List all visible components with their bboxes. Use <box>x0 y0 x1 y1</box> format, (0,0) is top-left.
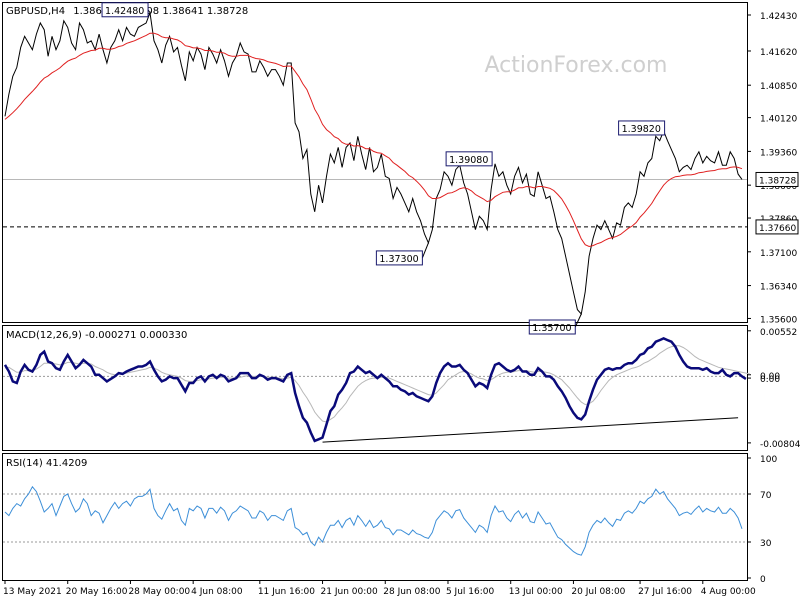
rsi-panel: RSI(14) 41.4209 100 70 30 0 <box>2 453 777 585</box>
annotation-box <box>618 120 666 136</box>
rsi-axis-tick-label: 30 <box>760 539 772 549</box>
support-level-tag-label: 1.37660 <box>759 224 796 234</box>
price-series-line <box>4 10 743 316</box>
watermark: ActionForex.com <box>485 53 668 78</box>
rsi-level-lines <box>3 493 747 543</box>
rsi-axis-tick-label: 100 <box>760 455 777 465</box>
ohlc-label: 1.38648 1.38808 1.38641 1.38728 <box>73 6 248 17</box>
price-axis-tick-label: 1.39360 <box>760 148 797 158</box>
price-axis-tick-label: 1.37100 <box>760 249 797 259</box>
annotation-box <box>445 151 493 167</box>
time-axis-tick-label: 20 May 16:00 <box>66 587 128 597</box>
price-axis-tick-label: 1.41620 <box>760 48 797 58</box>
macd-axis-tick-label: -0.00804 <box>760 440 800 450</box>
moving-average-line <box>4 32 743 248</box>
time-axis-tick-label: 11 Jun 16:00 <box>258 587 315 597</box>
macd-axis-tick-label: 0.00 <box>760 375 780 385</box>
price-panel-frame <box>2 2 748 323</box>
macd-header: MACD(12,26,9) -0.000271 0.000330 <box>6 330 187 341</box>
price-axis-tick-label: 1.40850 <box>760 82 797 92</box>
price-panel: ActionForex.com GBPUSD,H4 1.38648 1.3880… <box>2 2 799 335</box>
time-axis-tick-label: 13 Jul 00:00 <box>509 587 563 597</box>
time-axis-tick-label: 28 May 00:00 <box>128 587 190 597</box>
rsi-line <box>4 485 743 556</box>
current-price-tag-box <box>755 171 799 187</box>
annotation-label: 1.39820 <box>622 124 661 135</box>
macd-axis-tick-label: 0.00 <box>760 372 780 382</box>
annotation-label: 1.35700 <box>532 323 571 334</box>
price-axis-tags: 1.38728 1.37660 <box>755 171 799 235</box>
rsi-panel-frame <box>2 453 748 581</box>
price-header: GBPUSD,H4 1.38648 1.38808 1.38641 1.3872… <box>6 6 248 17</box>
time-axis-tick-label: 5 Jul 16:00 <box>446 587 495 597</box>
rsi-axis-tick-label: 0 <box>760 575 766 585</box>
time-axis-tick-label: 28 Jun 08:00 <box>383 587 440 597</box>
macd-main-line <box>3 337 747 443</box>
annotation-box <box>528 319 576 335</box>
symbol-label: GBPUSD,H4 <box>6 6 65 17</box>
macd-axis-tick-label: 0.00552 <box>760 328 797 338</box>
time-axis-tick-label: 4 Aug 00:00 <box>701 587 756 597</box>
support-level-tag-box <box>755 219 799 235</box>
current-price-tag-label: 1.38728 <box>759 176 796 186</box>
rsi-header: RSI(14) 41.4209 <box>6 458 87 469</box>
time-axis-tick-label: 13 May 2021 <box>3 587 62 597</box>
price-axis-tick-label: 1.42430 <box>760 12 797 22</box>
macd-trendline <box>322 417 739 443</box>
annotation-box <box>375 250 423 266</box>
price-annotations: 1.42480 1.37300 1.39080 1.35700 1.39820 <box>101 2 666 335</box>
price-axis: 1.42430 1.41620 1.40850 1.40120 1.39360 1.386… <box>747 12 797 325</box>
time-axis: 13 May 2021 20 May 16:00 28 May 00:00 4 Jun… <box>3 580 756 597</box>
price-axis-tick-label: 1.36340 <box>760 283 797 293</box>
macd-panel-frame <box>2 325 748 451</box>
rsi-axis: 100 70 30 0 <box>747 455 777 585</box>
annotation-leader <box>574 313 582 328</box>
annotation-label: 1.37300 <box>379 254 418 265</box>
annotation-box <box>101 2 149 18</box>
time-axis-tick-label: 21 Jun 00:00 <box>321 587 378 597</box>
price-axis-tick-label: 1.38600 <box>760 182 797 192</box>
time-axis-tick-label: 4 Jun 08:00 <box>191 587 243 597</box>
annotation-label: 1.39080 <box>449 155 488 166</box>
time-axis-tick-label: 20 Jul 08:00 <box>571 587 625 597</box>
time-axis-tick-label: 27 Jul 16:00 <box>638 587 692 597</box>
annotation-leader <box>421 242 429 259</box>
price-axis-tick-label: 1.40120 <box>760 115 797 125</box>
macd-panel: MACD(12,26,9) -0.000271 0.000330 0.00552… <box>2 325 800 451</box>
price-axis-tick-label: 1.35600 <box>760 315 797 325</box>
annotation-label: 1.42480 <box>105 6 144 17</box>
rsi-axis-tick-label: 70 <box>760 491 772 501</box>
